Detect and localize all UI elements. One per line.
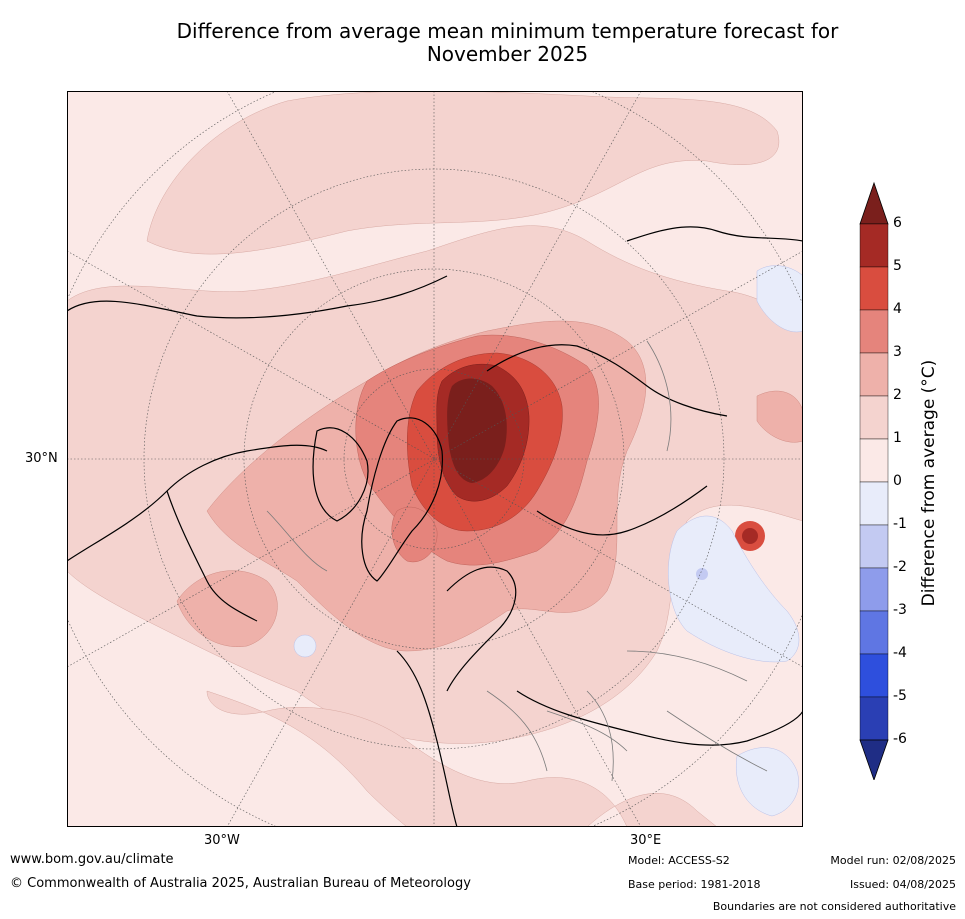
colorbar-tick-m1: -1 [893,516,907,532]
anomaly-zone-2-3-west [176,570,278,648]
anomaly-zone-1-2-south [206,690,718,827]
colorbar-band-m5-m4 [859,653,889,698]
lat-label-30n: 30°N [25,451,58,466]
forecast-map [67,91,803,827]
colorbar-tick-4: 4 [893,301,902,317]
anomaly-hotspot-east-core [742,528,758,544]
anomaly-cool-dot-2 [293,634,317,658]
anomaly-zone-1-2-top [146,91,780,255]
chart-title: Difference from average mean minimum tem… [60,20,955,66]
country-borders [266,340,768,782]
colorbar-band-m6-m5 [859,696,889,741]
colorbar-tick-1: 1 [893,430,902,446]
colorbar-tick-m6: -6 [893,731,907,747]
footer-copyright: © Commonwealth of Australia 2025, Austra… [10,876,471,891]
graticule [67,91,803,827]
colorbar-band-3-4 [859,309,889,354]
colorbar-tick-2: 2 [893,387,902,403]
colorbar-tick-m5: -5 [893,688,907,704]
colorbar-tick-m3: -3 [893,602,907,618]
title-line-1: Difference from average mean minimum tem… [176,19,839,43]
footer-issued: Issued: 04/08/2025 [849,878,956,891]
colorbar-tick-6: 6 [893,215,902,231]
footer-model: Model: ACCESS-S2 [628,854,730,867]
colorbar-tick-5: 5 [893,258,902,274]
anomaly-cool-dot-1 [696,568,708,580]
colorbar-band-2-3 [859,352,889,397]
lon-label-30w: 30°W [204,833,240,848]
colorbar-tick-m4: -4 [893,645,907,661]
colorbar-band-1-2 [859,395,889,440]
colorbar-tick-m2: -2 [893,559,907,575]
anomaly-zone-above-6 [447,378,507,483]
footer-model-run: Model run: 02/08/2025 [830,854,956,867]
anomaly-cool-east [668,515,800,663]
coastlines [67,226,803,827]
colorbar-band-m1-0 [859,481,889,526]
lon-label-30e: 30°E [630,833,662,848]
footer-website: www.bom.gov.au/climate [10,852,174,867]
title-line-2: November 2025 [426,42,589,66]
colorbar-tick-0: 0 [893,473,902,489]
footer-base-period: Base period: 1981-2018 [628,878,761,891]
colorbar-band-m3-m2 [859,567,889,612]
colorbar-band-m4-m3 [859,610,889,655]
colorbar-band-4-5 [859,266,889,311]
anomaly-zone-3-4-south [391,506,438,563]
colorbar-extend-bottom [859,739,889,780]
footer-disclaimer: Boundaries are not considered authoritat… [712,900,956,913]
colorbar-tick-3: 3 [893,344,902,360]
map-border [67,91,803,827]
colorbar-title: Difference from average (°C) [919,359,939,607]
colorbar-svg [859,181,889,780]
colorbar-extend-top [859,181,889,225]
map-svg [67,91,803,827]
colorbar-band-5-6 [859,223,889,268]
colorbar-band-m2-m1 [859,524,889,569]
colorbar-band-0-1 [859,438,889,483]
anomaly-cool-southeast [735,747,799,817]
anomaly-zone-2-3-east [756,390,803,443]
